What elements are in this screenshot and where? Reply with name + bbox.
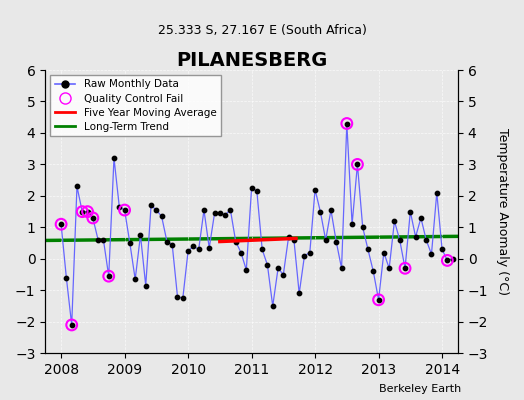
Point bbox=[78, 208, 86, 215]
Point bbox=[89, 215, 97, 221]
Point bbox=[173, 294, 182, 300]
Point bbox=[300, 252, 309, 259]
Y-axis label: Temperature Anomaly (°C): Temperature Anomaly (°C) bbox=[496, 128, 509, 295]
Point bbox=[343, 120, 351, 127]
Point bbox=[290, 237, 298, 243]
Point bbox=[327, 207, 335, 213]
Point bbox=[258, 246, 266, 253]
Point bbox=[68, 322, 76, 328]
Point bbox=[83, 208, 92, 215]
Point bbox=[83, 208, 92, 215]
Point bbox=[232, 238, 240, 245]
Point bbox=[242, 267, 250, 273]
Point bbox=[337, 265, 346, 272]
Point bbox=[385, 265, 394, 272]
Point bbox=[104, 273, 113, 279]
Point bbox=[57, 221, 66, 228]
Point bbox=[221, 212, 230, 218]
Point bbox=[110, 155, 118, 161]
Point bbox=[380, 249, 388, 256]
Point bbox=[433, 190, 441, 196]
Point bbox=[121, 207, 129, 213]
Point bbox=[99, 237, 107, 243]
Point bbox=[401, 265, 409, 272]
Point bbox=[73, 183, 81, 190]
Point bbox=[210, 210, 219, 216]
Point bbox=[268, 303, 277, 309]
Point bbox=[443, 257, 452, 264]
Point bbox=[152, 207, 160, 213]
Title: PILANESBERG: PILANESBERG bbox=[176, 51, 328, 70]
Point bbox=[131, 276, 139, 282]
Point bbox=[449, 256, 457, 262]
Point bbox=[438, 246, 446, 253]
Point bbox=[353, 161, 362, 168]
Point bbox=[279, 271, 288, 278]
Point bbox=[94, 237, 102, 243]
Point bbox=[406, 208, 414, 215]
Point bbox=[316, 208, 324, 215]
Point bbox=[374, 296, 383, 303]
Point bbox=[136, 232, 145, 238]
Point bbox=[179, 295, 187, 301]
Text: 25.333 S, 27.167 E (South Africa): 25.333 S, 27.167 E (South Africa) bbox=[158, 24, 366, 37]
Point bbox=[62, 274, 71, 281]
Point bbox=[443, 257, 452, 264]
Point bbox=[343, 120, 351, 127]
Point bbox=[295, 290, 303, 297]
Point bbox=[422, 237, 430, 243]
Point bbox=[364, 246, 372, 253]
Point bbox=[121, 207, 129, 213]
Point bbox=[89, 215, 97, 221]
Point bbox=[184, 248, 192, 254]
Point bbox=[305, 249, 314, 256]
Point bbox=[168, 242, 177, 248]
Point bbox=[390, 218, 399, 224]
Point bbox=[126, 240, 134, 246]
Point bbox=[348, 221, 356, 228]
Point bbox=[263, 262, 271, 268]
Point bbox=[163, 238, 171, 245]
Point bbox=[322, 237, 330, 243]
Point bbox=[226, 207, 235, 213]
Point bbox=[401, 265, 409, 272]
Point bbox=[285, 234, 293, 240]
Point bbox=[147, 202, 155, 208]
Point bbox=[200, 207, 208, 213]
Point bbox=[411, 234, 420, 240]
Point bbox=[374, 296, 383, 303]
Point bbox=[57, 221, 66, 228]
Point bbox=[189, 243, 198, 250]
Point bbox=[427, 251, 435, 257]
Point bbox=[332, 238, 341, 245]
Point bbox=[417, 215, 425, 221]
Point bbox=[369, 268, 377, 275]
Point bbox=[311, 186, 319, 193]
Point bbox=[104, 273, 113, 279]
Point bbox=[141, 282, 150, 289]
Point bbox=[115, 204, 124, 210]
Point bbox=[274, 265, 282, 272]
Point bbox=[237, 249, 245, 256]
Point bbox=[247, 185, 256, 191]
Text: Berkeley Earth: Berkeley Earth bbox=[379, 384, 461, 394]
Point bbox=[253, 188, 261, 194]
Point bbox=[194, 246, 203, 253]
Legend: Raw Monthly Data, Quality Control Fail, Five Year Moving Average, Long-Term Tren: Raw Monthly Data, Quality Control Fail, … bbox=[50, 75, 221, 136]
Point bbox=[358, 224, 367, 230]
Point bbox=[396, 237, 404, 243]
Point bbox=[205, 245, 213, 251]
Point bbox=[157, 213, 166, 220]
Point bbox=[78, 208, 86, 215]
Point bbox=[216, 210, 224, 216]
Point bbox=[353, 161, 362, 168]
Point bbox=[68, 322, 76, 328]
